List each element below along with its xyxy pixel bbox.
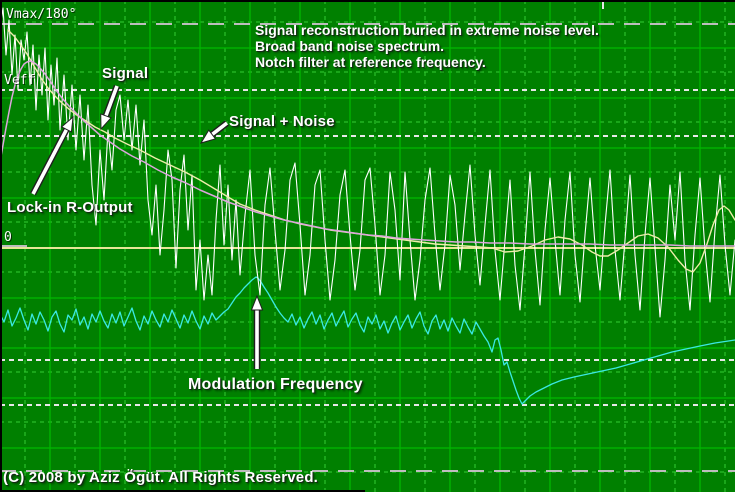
vmax-axis-label: Vmax/180° [6, 7, 77, 22]
zero-axis-label: 0 [4, 230, 12, 245]
series-signal [7, 29, 735, 273]
lockin-output-label: Lock-in R-Output [7, 199, 133, 216]
description-line-2: Broad band noise spectrum. [255, 38, 445, 54]
copyright-text: (C) 2008 by Aziz Ögüt. All Rights Reserv… [3, 469, 319, 486]
signal-label: Signal [102, 65, 149, 82]
series-signal-plus-noise [0, 7, 735, 318]
veff-axis-label: Veff [4, 73, 36, 88]
description-line-1: Signal reconstruction buried in extreme … [255, 22, 599, 38]
description-text-block: Signal reconstruction buried in extreme … [255, 22, 599, 70]
signal-plus-noise-label: Signal + Noise [229, 113, 335, 130]
series-lockin-r-output [0, 60, 735, 247]
signal-arrow [100, 113, 112, 131]
modulation-arrow [250, 294, 264, 311]
description-line-3: Notch filter at reference frequency. [255, 54, 486, 70]
lockin-arrow [60, 115, 74, 133]
modulation-frequency-label: Modulation Frequency [188, 376, 363, 393]
signal-noise-arrow [199, 129, 217, 144]
series-noise-spectrum [0, 276, 735, 405]
